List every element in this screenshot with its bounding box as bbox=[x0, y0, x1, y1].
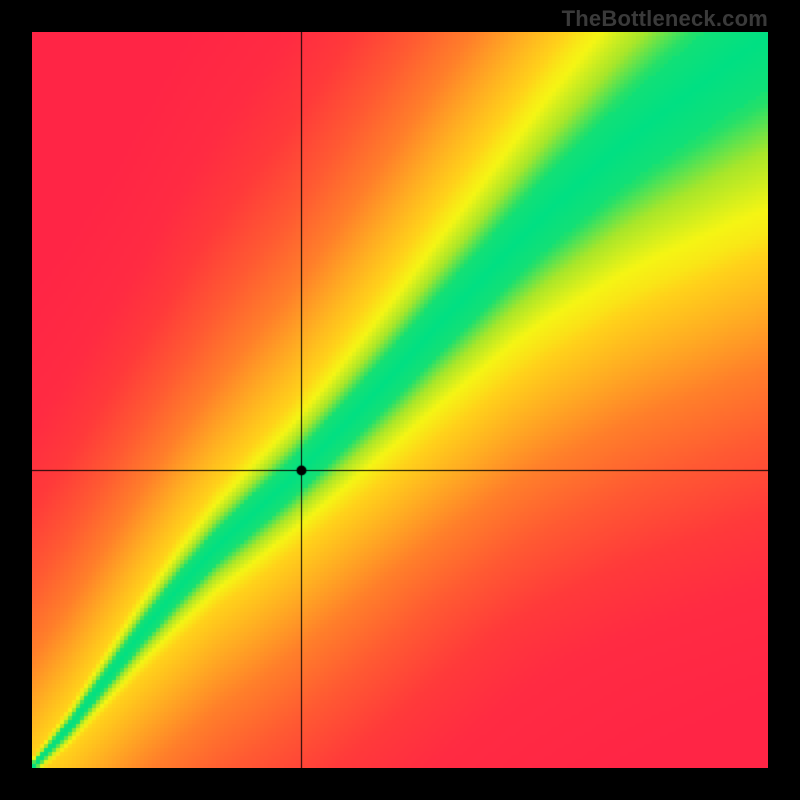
heatmap-plot bbox=[32, 32, 768, 768]
chart-container: TheBottleneck.com bbox=[0, 0, 800, 800]
watermark-text: TheBottleneck.com bbox=[562, 6, 768, 32]
heatmap-canvas bbox=[32, 32, 768, 768]
